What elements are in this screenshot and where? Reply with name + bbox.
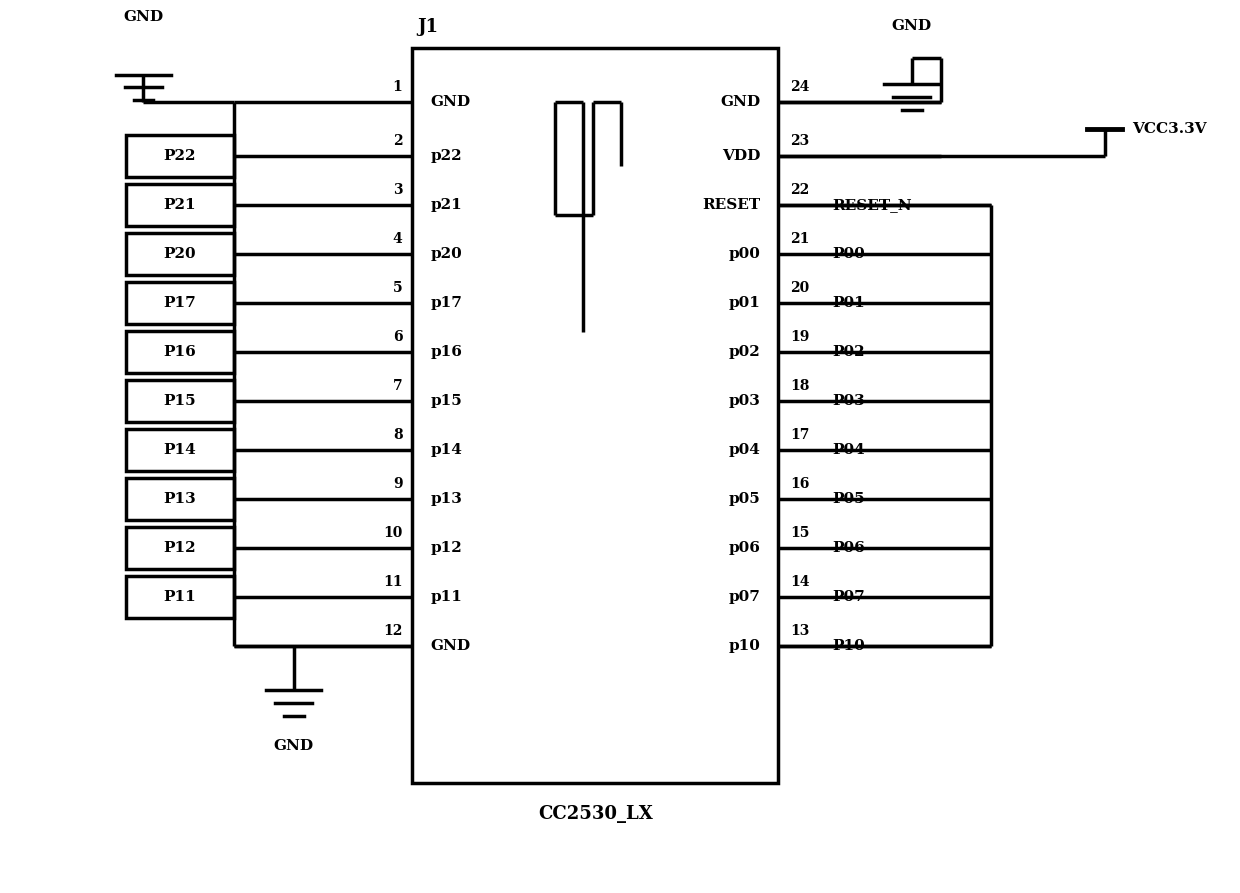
Bar xyxy=(125,233,234,274)
Text: p22: p22 xyxy=(430,149,461,163)
Text: VCC3.3V: VCC3.3V xyxy=(1132,121,1207,136)
Text: p01: p01 xyxy=(729,296,760,310)
Text: 12: 12 xyxy=(383,624,403,638)
Text: p10: p10 xyxy=(729,639,760,653)
Text: p03: p03 xyxy=(729,394,760,408)
Text: 4: 4 xyxy=(393,232,403,246)
Text: GND: GND xyxy=(430,639,470,653)
Text: p06: p06 xyxy=(729,541,760,555)
Text: p04: p04 xyxy=(729,443,760,457)
Bar xyxy=(413,48,779,783)
Text: RESET_N: RESET_N xyxy=(832,198,913,212)
Bar xyxy=(125,576,234,618)
Text: GND: GND xyxy=(720,95,760,109)
Text: p16: p16 xyxy=(430,345,463,359)
Text: GND: GND xyxy=(274,739,314,753)
Bar xyxy=(125,430,234,471)
Text: P07: P07 xyxy=(832,590,866,604)
Text: P14: P14 xyxy=(164,443,196,457)
Text: 11: 11 xyxy=(383,575,403,589)
Text: J1: J1 xyxy=(418,19,438,37)
Text: 24: 24 xyxy=(790,80,810,95)
Bar xyxy=(125,528,234,569)
Text: 1: 1 xyxy=(393,80,403,95)
Text: p00: p00 xyxy=(729,247,760,261)
Text: P22: P22 xyxy=(164,149,196,163)
Text: P15: P15 xyxy=(164,394,196,408)
Bar xyxy=(125,282,234,323)
Text: 8: 8 xyxy=(393,428,403,442)
Text: P21: P21 xyxy=(164,198,196,212)
Text: 5: 5 xyxy=(393,281,403,295)
Text: P20: P20 xyxy=(164,247,196,261)
Text: 9: 9 xyxy=(393,477,403,491)
Text: RESET: RESET xyxy=(702,198,760,212)
Text: 14: 14 xyxy=(790,575,810,589)
Text: CC2530_LX: CC2530_LX xyxy=(538,805,652,822)
Bar xyxy=(125,184,234,226)
Text: P16: P16 xyxy=(164,345,196,359)
Text: p02: p02 xyxy=(729,345,760,359)
Text: 22: 22 xyxy=(790,183,810,197)
Text: p13: p13 xyxy=(430,492,463,506)
Text: 17: 17 xyxy=(790,428,810,442)
Text: P03: P03 xyxy=(832,394,866,408)
Text: P10: P10 xyxy=(832,639,866,653)
Text: GND: GND xyxy=(430,95,470,109)
Text: P01: P01 xyxy=(832,296,866,310)
Text: p20: p20 xyxy=(430,247,463,261)
Text: P12: P12 xyxy=(164,541,196,555)
Text: p05: p05 xyxy=(729,492,760,506)
Text: P05: P05 xyxy=(832,492,866,506)
Text: 19: 19 xyxy=(790,330,810,344)
Text: P13: P13 xyxy=(164,492,196,506)
Text: 13: 13 xyxy=(790,624,810,638)
Text: p11: p11 xyxy=(430,590,463,604)
Text: p21: p21 xyxy=(430,198,463,212)
Text: p17: p17 xyxy=(430,296,463,310)
Text: 10: 10 xyxy=(383,526,403,540)
Bar xyxy=(125,479,234,520)
Text: P11: P11 xyxy=(164,590,196,604)
Text: p15: p15 xyxy=(430,394,463,408)
Text: P04: P04 xyxy=(832,443,866,457)
Text: 6: 6 xyxy=(393,330,403,344)
Bar xyxy=(125,136,234,177)
Text: 20: 20 xyxy=(790,281,810,295)
Text: p07: p07 xyxy=(729,590,760,604)
Text: p14: p14 xyxy=(430,443,463,457)
Bar xyxy=(125,380,234,421)
Text: 7: 7 xyxy=(393,380,403,393)
Text: P02: P02 xyxy=(832,345,866,359)
Text: p12: p12 xyxy=(430,541,463,555)
Text: VDD: VDD xyxy=(722,149,760,163)
Text: 2: 2 xyxy=(393,134,403,148)
Text: P17: P17 xyxy=(164,296,196,310)
Text: 3: 3 xyxy=(393,183,403,197)
Text: P00: P00 xyxy=(832,247,866,261)
Text: 18: 18 xyxy=(790,380,810,393)
Text: 21: 21 xyxy=(790,232,810,246)
Text: GND: GND xyxy=(123,10,164,24)
Text: 16: 16 xyxy=(790,477,810,491)
Text: P06: P06 xyxy=(832,541,866,555)
Text: 15: 15 xyxy=(790,526,810,540)
Text: 23: 23 xyxy=(790,134,810,148)
Bar xyxy=(125,331,234,372)
Text: GND: GND xyxy=(892,20,931,33)
